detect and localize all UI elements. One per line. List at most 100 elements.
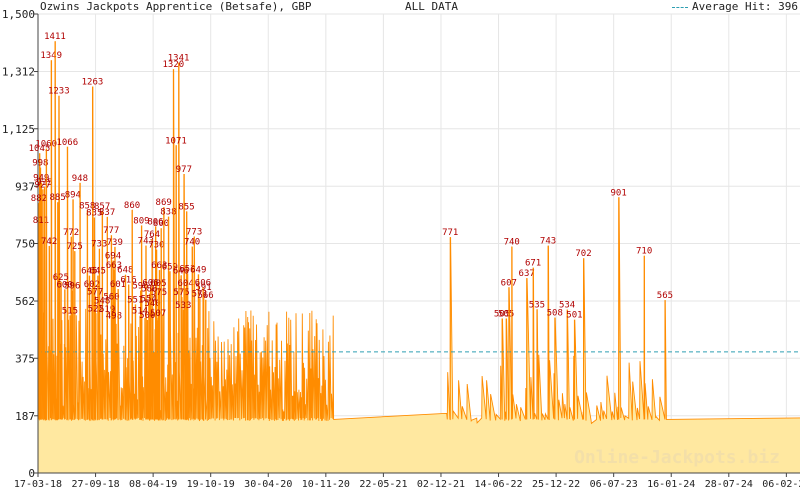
peak-value-label: 998 <box>32 159 48 169</box>
peak-value-label: 606 <box>142 279 158 289</box>
peak-value-label: 606 <box>195 279 211 289</box>
peak-value-label: 809 <box>133 216 149 226</box>
peak-value-label: 646 <box>173 266 189 276</box>
y-tick-label: 187 <box>15 410 35 423</box>
peak-value-label: 860 <box>124 201 140 211</box>
peak-value-label: 948 <box>72 174 88 184</box>
peak-value-label: 522 <box>88 304 104 314</box>
peak-value-label: 565 <box>657 291 673 301</box>
peak-value-label: 811 <box>33 216 49 226</box>
y-tick-label: 0 <box>28 467 35 480</box>
peak-value-label: 514 <box>132 307 148 317</box>
peak-value-label: 551 <box>127 295 143 305</box>
peak-value-label: 1341 <box>168 54 190 64</box>
peak-value-label: 894 <box>65 190 81 200</box>
peak-value-label: 616 <box>120 276 136 286</box>
x-tick-label: 06-07-23 <box>590 479 638 490</box>
peak-value-label: 648 <box>117 266 133 276</box>
peak-value-label: 500 <box>139 311 155 321</box>
peak-value-label: 710 <box>636 247 652 257</box>
peak-value-label: 927 <box>35 180 51 190</box>
peak-value-label: 534 <box>559 301 575 311</box>
legend-label: Average Hit: 396 <box>692 0 798 13</box>
peak-value-label: 577 <box>87 287 103 297</box>
peak-value-label: 730 <box>148 241 164 251</box>
x-tick-label: 22-05-21 <box>359 479 407 490</box>
x-tick-label: 25-12-22 <box>532 479 580 490</box>
peak-value-label: 548 <box>94 296 110 306</box>
peak-value-label: 505 <box>494 309 510 319</box>
x-tick-label: 19-10-19 <box>187 479 235 490</box>
y-tick-label: 1,312 <box>2 66 35 79</box>
y-tick-label: 375 <box>15 352 35 365</box>
series-fill <box>38 41 800 473</box>
peak-value-label: 645 <box>90 267 106 277</box>
peak-value-label: 533 <box>175 301 191 311</box>
peak-value-label: 977 <box>176 165 192 175</box>
peak-value-label: 535 <box>529 300 545 310</box>
legend: Average Hit: 396 <box>672 0 798 14</box>
peak-value-label: 575 <box>173 288 189 298</box>
peak-value-label: 869 <box>156 198 172 208</box>
peak-value-label: 596 <box>64 282 80 292</box>
peak-value-label: 835 <box>86 208 102 218</box>
peak-value-label: 508 <box>547 309 563 319</box>
peak-value-label: 882 <box>31 194 47 204</box>
peak-value-label: 515 <box>62 306 78 316</box>
peak-value-label: 1233 <box>48 87 70 97</box>
peak-value-label: 855 <box>178 202 194 212</box>
peak-value-label: 773 <box>186 227 202 237</box>
x-tick-label: 02-12-21 <box>417 479 465 490</box>
peak-value-label: 663 <box>106 261 122 271</box>
peak-value-label: 625 <box>53 273 69 283</box>
peak-value-label: 605 <box>150 279 166 289</box>
axes: 0 187 375 562 750 937 1,125 1,312 1,500 17-03-18 2… <box>2 8 800 490</box>
peak-value-label: 554 <box>141 294 157 304</box>
x-tick-label: 28-07-24 <box>705 479 753 490</box>
peak-value-label: 540 <box>144 299 160 309</box>
peak-value-label: 1263 <box>82 78 104 88</box>
peak-value-label: 637 <box>519 269 535 279</box>
x-tick-label: 27-09-18 <box>71 479 119 490</box>
peak-value-label: 1071 <box>165 136 187 146</box>
peak-value-label: 901 <box>611 188 627 198</box>
peak-value-label: 739 <box>107 238 123 248</box>
chart-title: Ozwins Jackpots Apprentice (Betsafe), GB… <box>40 0 312 13</box>
peak-value-label: 838 <box>160 208 176 218</box>
peak-value-label: 604 <box>178 279 194 289</box>
peak-value-label: 740 <box>504 238 520 248</box>
peak-value-label: 1045 <box>29 144 51 154</box>
peak-value-label: 571 <box>192 289 208 299</box>
peak-value-label: 575 <box>151 288 167 298</box>
peak-value-label: 507 <box>150 309 166 319</box>
peak-value-label: 671 <box>525 259 541 269</box>
y-tick-label: 937 <box>15 180 35 193</box>
grid-lines <box>37 13 800 474</box>
legend-swatch <box>672 6 689 8</box>
series-line <box>37 41 800 425</box>
peak-value-label: 663 <box>151 261 167 271</box>
peak-value-label: 601 <box>110 280 126 290</box>
peak-value-label: 743 <box>540 237 556 247</box>
peak-value-label: 777 <box>103 226 119 236</box>
x-tick-label: 17-03-18 <box>14 479 62 490</box>
peak-value-label: 602 <box>84 280 100 290</box>
peak-value-label: 586 <box>141 285 157 295</box>
peak-value-label: 652 <box>179 264 195 274</box>
peak-value-label: 764 <box>144 230 160 240</box>
peak-value-label: 858 <box>79 201 95 211</box>
peak-value-label: 1066 <box>56 138 78 148</box>
peak-value-label: 659 <box>162 262 178 272</box>
y-tick-label: 562 <box>15 295 35 308</box>
peak-value-label: 694 <box>105 252 121 262</box>
chart-subtitle: ALL DATA <box>405 0 458 13</box>
peak-value-label: 501 <box>566 311 582 321</box>
peak-value-label: 725 <box>66 242 82 252</box>
peak-value-label: 806 <box>147 217 163 227</box>
peak-value-label: 560 <box>103 293 119 303</box>
peak-value-label: 702 <box>575 249 591 259</box>
series-area <box>37 41 800 473</box>
x-tick-label: 08-04-19 <box>129 479 177 490</box>
peak-value-label: 885 <box>49 193 65 203</box>
